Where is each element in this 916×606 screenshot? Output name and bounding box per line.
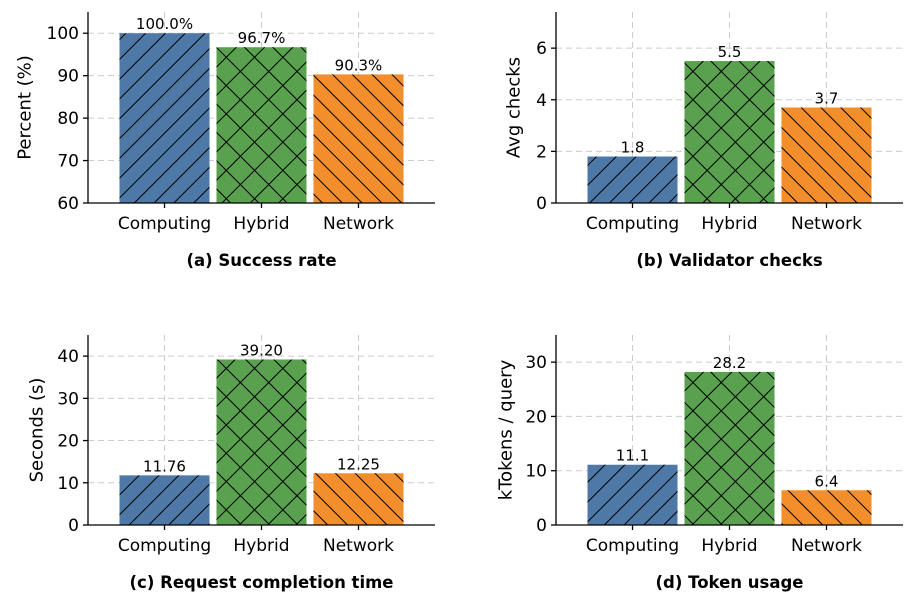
y-tick-label: 80 xyxy=(57,109,79,129)
bar-hybrid xyxy=(216,47,307,204)
bar-hatch xyxy=(216,359,307,525)
data-label: 90.3% xyxy=(335,56,383,74)
bar-hatch xyxy=(781,490,872,525)
chart-panel-1: 100.0% Computing 96.7% Hybrid 90.3% Network 60… xyxy=(14,12,435,270)
y-tick-label: 0 xyxy=(536,516,547,536)
bar-hatch xyxy=(216,47,307,204)
bar-hatch xyxy=(684,371,775,525)
bar-network xyxy=(313,473,404,525)
x-tick-label: Computing xyxy=(586,214,679,234)
y-tick-label: 0 xyxy=(68,516,79,536)
bar-hatch xyxy=(313,473,404,525)
y-tick-label: 100 xyxy=(47,24,79,44)
data-label: 96.7% xyxy=(238,29,286,47)
chart-panel-2: 1.8 Computing 5.5 Hybrid 3.7 Network 0 2 4 6 Avg c… xyxy=(503,12,903,270)
bar-hatch xyxy=(587,464,678,525)
y-tick-label: 20 xyxy=(525,407,547,427)
data-label: 6.4 xyxy=(815,472,839,490)
bar-computing xyxy=(587,464,678,525)
y-tick-label: 90 xyxy=(57,67,79,87)
x-tick-label: Hybrid xyxy=(701,214,757,234)
data-label: 11.76 xyxy=(143,457,186,475)
y-tick-label: 10 xyxy=(57,474,79,494)
y-tick-label: 70 xyxy=(57,152,79,172)
x-tick-label: Network xyxy=(791,536,862,556)
y-tick-label: 0 xyxy=(536,194,547,214)
data-label: 5.5 xyxy=(718,43,742,61)
panel-caption: (d) Token usage xyxy=(656,573,804,592)
data-label: 28.2 xyxy=(713,354,746,372)
y-axis-label: Avg checks xyxy=(503,57,524,158)
y-axis-label: kTokens / query xyxy=(495,359,516,500)
bar-computing xyxy=(119,33,210,203)
data-label: 12.25 xyxy=(337,455,380,473)
bar-hatch xyxy=(313,74,404,203)
panel-caption: (b) Validator checks xyxy=(636,251,822,270)
y-tick-label: 40 xyxy=(57,347,79,367)
y-tick-label: 4 xyxy=(536,91,547,111)
y-tick-label: 30 xyxy=(525,353,547,373)
y-tick-label: 60 xyxy=(57,194,79,214)
x-tick-label: Hybrid xyxy=(233,536,289,556)
data-label: 11.1 xyxy=(616,447,649,465)
chart-panel-3: 11.76 Computing 39.20 Hybrid 12.25 Network 0 10… xyxy=(26,335,435,592)
panel-caption: (a) Success rate xyxy=(186,251,336,270)
x-tick-label: Computing xyxy=(118,536,211,556)
y-tick-label: 6 xyxy=(536,39,547,59)
data-label: 39.20 xyxy=(240,341,283,359)
y-axis-label: Percent (%) xyxy=(14,55,35,160)
bar-network xyxy=(781,490,872,525)
x-tick-label: Hybrid xyxy=(701,536,757,556)
data-label: 1.8 xyxy=(621,139,645,157)
chart-panel-4: 11.1 Computing 28.2 Hybrid 6.4 Network 0 10 20 30… xyxy=(495,335,903,592)
x-tick-label: Network xyxy=(323,214,394,234)
data-label: 100.0% xyxy=(136,15,193,33)
y-tick-label: 10 xyxy=(525,462,547,482)
bar-hatch xyxy=(119,475,210,525)
bar-hatch xyxy=(587,156,678,203)
bar-network xyxy=(781,107,872,203)
x-tick-label: Network xyxy=(791,214,862,234)
data-label: 3.7 xyxy=(815,90,839,108)
bar-hatch xyxy=(119,33,210,203)
x-tick-label: Network xyxy=(323,536,394,556)
x-tick-label: Hybrid xyxy=(233,214,289,234)
bar-hybrid xyxy=(216,359,307,525)
bar-hatch xyxy=(684,61,775,203)
y-tick-label: 2 xyxy=(536,142,547,162)
bar-hybrid xyxy=(684,371,775,525)
bar-hatch xyxy=(781,107,872,203)
x-tick-label: Computing xyxy=(118,214,211,234)
y-tick-label: 20 xyxy=(57,432,79,452)
bar-computing xyxy=(587,156,678,203)
x-tick-label: Computing xyxy=(586,536,679,556)
bar-computing xyxy=(119,475,210,525)
panel-caption: (c) Request completion time xyxy=(130,573,394,592)
y-tick-label: 30 xyxy=(57,389,79,409)
bar-hybrid xyxy=(684,61,775,203)
bar-network xyxy=(313,74,404,203)
y-axis-label: Seconds (s) xyxy=(26,378,47,483)
